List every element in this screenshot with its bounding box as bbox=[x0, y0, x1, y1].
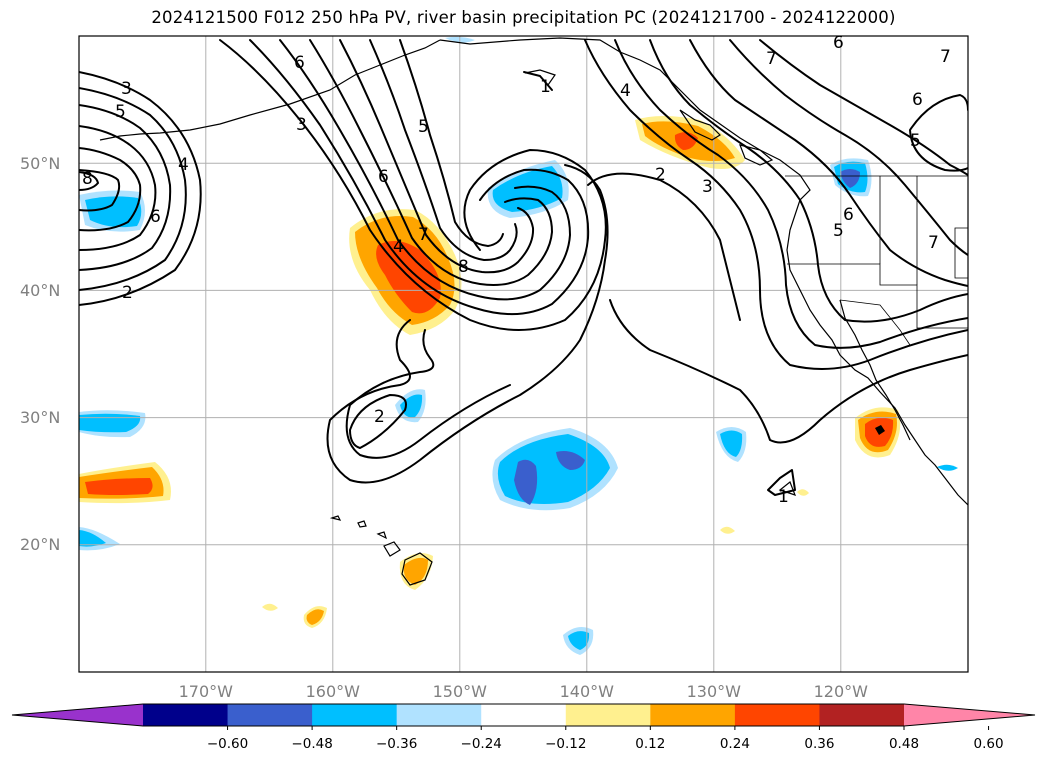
pv-label-4: 4 bbox=[393, 237, 404, 257]
pv-contours bbox=[79, 39, 968, 496]
colorbar-segment bbox=[143, 704, 229, 726]
map-frame bbox=[78, 35, 969, 673]
pv-label-3: 3 bbox=[702, 177, 713, 197]
pv-label-1: 1 bbox=[540, 77, 551, 97]
lon-label-140w: 140°W bbox=[560, 682, 615, 701]
longitude-labels: 170°W 160°W 150°W 140°W 130°W 120°W bbox=[179, 682, 869, 701]
pv-label-7: 7 bbox=[766, 49, 777, 69]
lat-label-30n: 30°N bbox=[20, 408, 60, 427]
pv-label-6: 6 bbox=[833, 33, 844, 53]
lat-label-20n: 20°N bbox=[20, 535, 60, 554]
pv-label-3: 3 bbox=[296, 115, 307, 135]
pv-label-2: 2 bbox=[655, 165, 666, 185]
colorbar-tick-label: 0.60 bbox=[974, 736, 1004, 752]
pv-label-6: 6 bbox=[150, 207, 161, 227]
pv-label-5: 5 bbox=[833, 221, 844, 241]
pv-label-8: 8 bbox=[82, 169, 93, 189]
pv-label-6: 6 bbox=[912, 90, 923, 110]
colorbar-segment bbox=[734, 704, 820, 726]
map-title: 2024121500 F012 250 hPa PV, river basin … bbox=[151, 8, 896, 27]
colorbar-segment bbox=[819, 704, 905, 726]
pv-label-6: 6 bbox=[843, 205, 854, 225]
pv-label-5: 5 bbox=[115, 102, 126, 122]
pv-label-6: 6 bbox=[294, 53, 305, 73]
colorbar-over-triangle bbox=[904, 704, 1035, 726]
coastlines bbox=[99, 37, 968, 586]
colorbar-segment bbox=[227, 704, 313, 726]
colorbar-tick-label: −0.60 bbox=[207, 736, 248, 752]
pv-label-8: 8 bbox=[458, 257, 469, 277]
pv-label-4: 4 bbox=[178, 155, 189, 175]
colorbar-tick-label: −0.48 bbox=[291, 736, 332, 752]
lon-label-160w: 160°W bbox=[306, 682, 361, 701]
colorbar-segment bbox=[481, 704, 567, 726]
colorbar-tick-label: 0.24 bbox=[720, 736, 750, 752]
colorbar-tick-label: −0.36 bbox=[376, 736, 417, 752]
lon-label-150w: 150°W bbox=[433, 682, 488, 701]
colorbar-tick-label: 0.48 bbox=[889, 736, 919, 752]
latitude-labels: 20°N 30°N 40°N 50°N bbox=[20, 154, 60, 554]
pv-label-4: 4 bbox=[620, 81, 631, 101]
pv-label-5: 5 bbox=[910, 131, 921, 151]
lat-label-50n: 50°N bbox=[20, 154, 60, 173]
pv-label-3: 3 bbox=[121, 79, 132, 99]
colorbar-tick-label: 0.36 bbox=[804, 736, 834, 752]
precipitation-shading bbox=[79, 36, 958, 655]
political-borders bbox=[785, 175, 968, 346]
colorbar-under-triangle bbox=[12, 704, 143, 726]
pv-label-5: 5 bbox=[418, 117, 429, 137]
colorbar-segment bbox=[312, 704, 398, 726]
pv-label-2: 2 bbox=[374, 407, 385, 427]
pv-label-1: 1 bbox=[778, 487, 789, 507]
pv-label-6: 6 bbox=[378, 167, 389, 187]
lon-label-130w: 130°W bbox=[687, 682, 742, 701]
colorbar-segment bbox=[650, 704, 736, 726]
gridlines bbox=[79, 36, 968, 672]
pv-label-2: 2 bbox=[122, 283, 133, 303]
lon-label-170w: 170°W bbox=[179, 682, 234, 701]
pv-label-7: 7 bbox=[928, 233, 939, 253]
colorbar-tick-label: −0.12 bbox=[545, 736, 586, 752]
lat-label-40n: 40°N bbox=[20, 281, 60, 300]
colorbar-segment bbox=[565, 704, 651, 726]
colorbar: −0.60 −0.48 −0.36 −0.24 −0.12 0.12 0.24 0.36 0.4… bbox=[11, 703, 1036, 752]
lon-label-120w: 120°W bbox=[814, 682, 869, 701]
colorbar-outline bbox=[11, 703, 1036, 727]
colorbar-segment bbox=[396, 704, 482, 726]
pv-label-7: 7 bbox=[940, 47, 951, 67]
colorbar-tick-label: −0.24 bbox=[461, 736, 502, 752]
colorbar-tick-label: 0.12 bbox=[635, 736, 665, 752]
pv-contour-labels: 3 5 4 8 6 2 6 3 5 6 7 4 8 2 1 4 2 3 6 7 … bbox=[82, 33, 951, 507]
pv-label-7: 7 bbox=[418, 225, 429, 245]
